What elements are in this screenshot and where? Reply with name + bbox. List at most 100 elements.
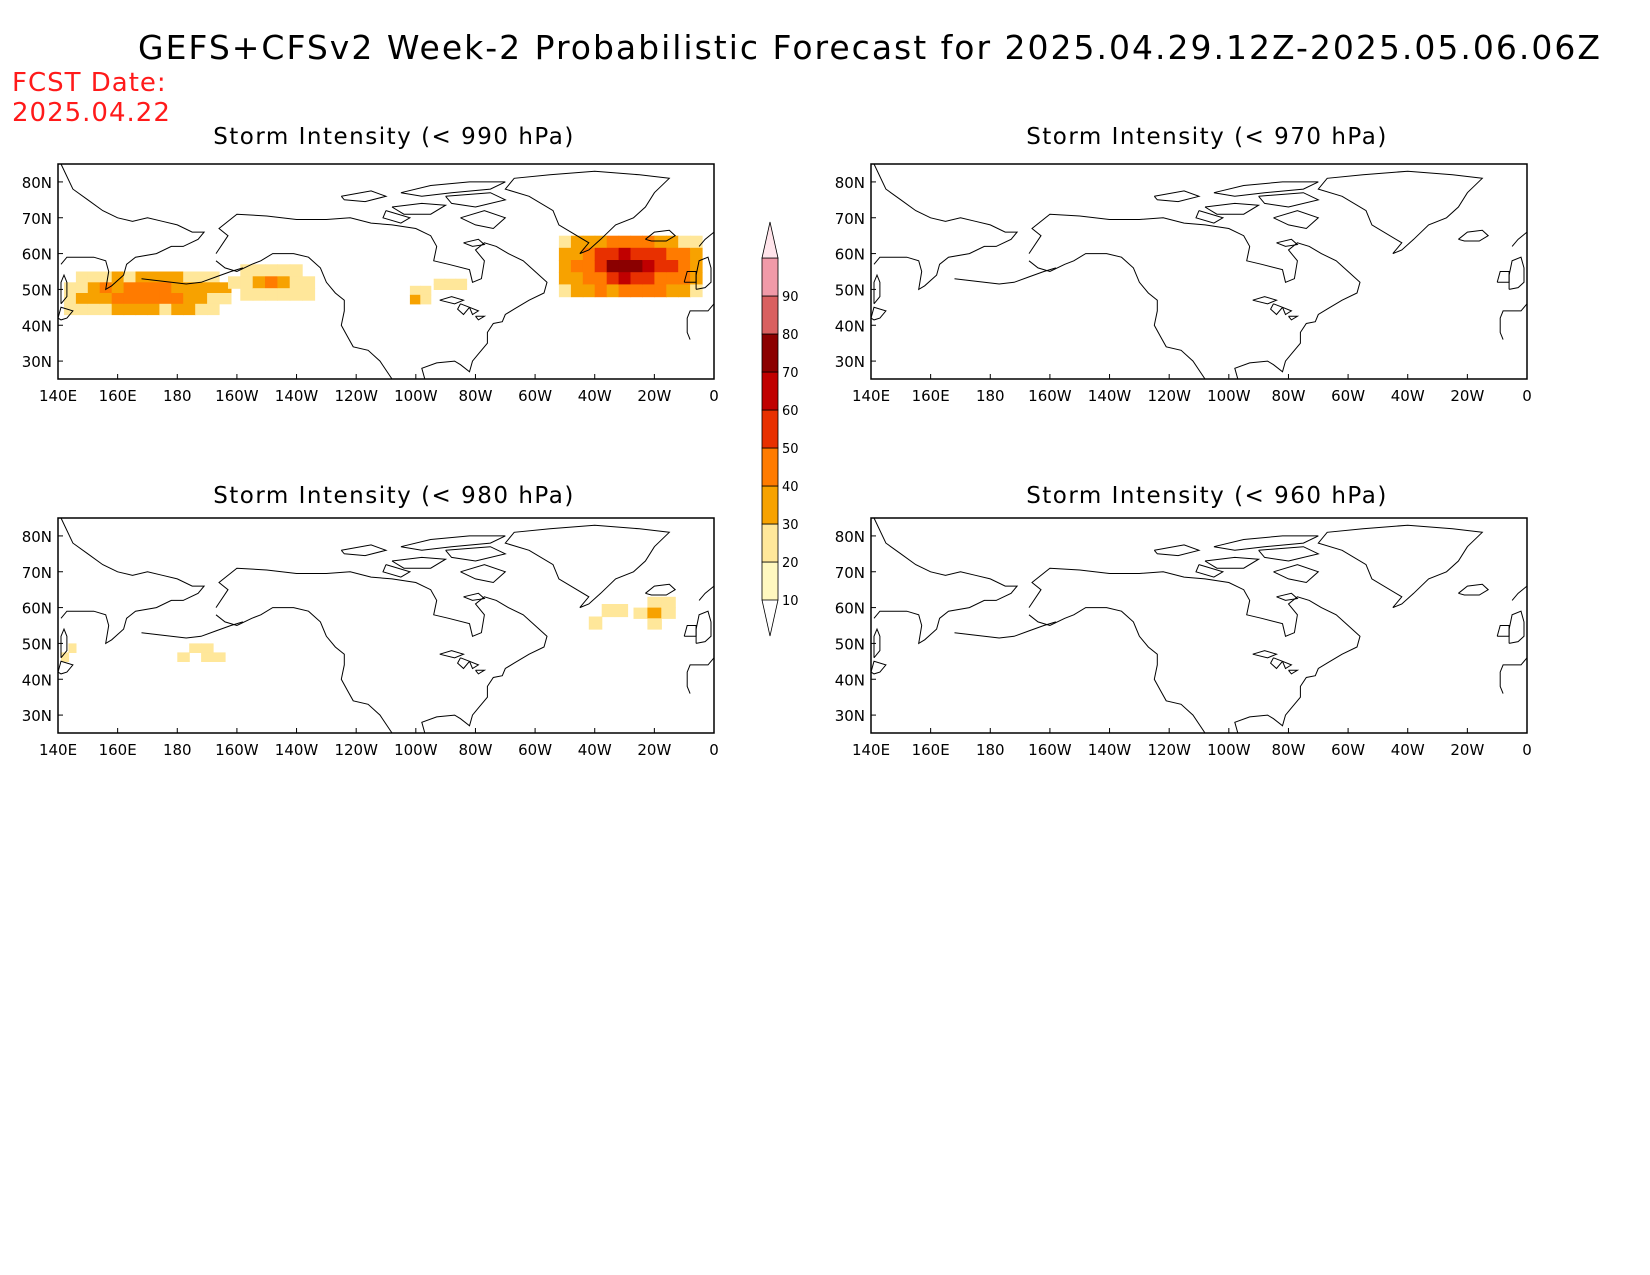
- prob-cell: [171, 303, 184, 316]
- x-tick-label: 160W: [1028, 387, 1072, 405]
- coastline: [1508, 256, 1525, 290]
- prob-cell: [195, 293, 208, 305]
- coastline: [1252, 296, 1279, 305]
- prob-cell: [289, 264, 303, 277]
- coastline: [683, 271, 697, 283]
- x-tick-label: 160W: [215, 387, 259, 405]
- prob-cell: [606, 247, 620, 261]
- prob-cell: [183, 293, 196, 305]
- x-tick-label: 40W: [578, 387, 612, 405]
- coastline: [460, 564, 507, 584]
- colorbar-label: 10: [782, 594, 799, 609]
- y-tick-label: 70N: [22, 564, 52, 582]
- prob-cell: [678, 247, 691, 261]
- coastline: [141, 621, 244, 639]
- coastline: [1496, 271, 1510, 283]
- x-tick-label: 140W: [275, 387, 319, 405]
- prob-cell: [123, 282, 137, 294]
- coastline: [686, 657, 715, 694]
- coastline: [469, 306, 480, 316]
- coastline: [1317, 524, 1484, 609]
- prob-cell: [666, 284, 679, 298]
- prob-cell: [409, 285, 421, 296]
- coastline: [445, 546, 507, 562]
- prob-cell: [618, 247, 632, 261]
- colorbar-segment: [761, 371, 779, 411]
- y-tick-label: 30N: [22, 707, 52, 725]
- x-tick-label: 80W: [1271, 741, 1305, 759]
- x-tick-label: 0: [709, 741, 719, 759]
- coastline: [870, 660, 887, 675]
- prob-cell: [594, 235, 608, 249]
- prob-cell: [289, 288, 303, 301]
- prob-cell: [87, 293, 101, 305]
- prob-cell: [277, 264, 291, 277]
- coastline: [1276, 238, 1299, 247]
- prob-cell: [633, 607, 648, 619]
- prob-cell: [666, 272, 679, 285]
- prob-cell: [171, 282, 184, 294]
- x-tick-label: 100W: [1207, 387, 1251, 405]
- coastline: [1282, 660, 1293, 670]
- coastline: [1499, 303, 1528, 340]
- prob-cell: [654, 235, 667, 249]
- y-tick-label: 70N: [22, 210, 52, 228]
- colorbar-label: 40: [782, 480, 799, 495]
- x-tick-label: 140E: [852, 741, 890, 759]
- prob-cell: [75, 282, 89, 294]
- x-tick-label: 20W: [1450, 741, 1484, 759]
- prob-cell: [135, 282, 148, 294]
- prob-cell: [195, 282, 208, 294]
- prob-cell: [582, 284, 596, 298]
- map-panel-p980: 140E 160E 180 160W 140W 120W 100W 80W 60W 40W 20W 0…: [22, 517, 719, 759]
- x-tick-label: 80W: [458, 387, 492, 405]
- x-tick-label: 100W: [394, 387, 438, 405]
- coastline: [1288, 669, 1300, 675]
- fcst-date-label: FCST Date:: [12, 68, 167, 98]
- prob-cell: [642, 284, 655, 298]
- map-frame: [57, 163, 715, 380]
- y-tick-label: 60N: [835, 600, 865, 618]
- prob-cell: [642, 272, 655, 285]
- prob-cell: [302, 276, 316, 289]
- prob-cell: [99, 293, 113, 305]
- coastline: [1317, 170, 1484, 255]
- prob-cell: [433, 284, 446, 290]
- prob-cell: [159, 293, 172, 305]
- y-tick-label: 80N: [22, 528, 52, 546]
- prob-cell: [606, 235, 620, 249]
- coastline: [1153, 544, 1201, 557]
- x-tick-label: 80W: [458, 741, 492, 759]
- prob-cell: [647, 607, 662, 619]
- coastline: [382, 564, 412, 578]
- x-tick-label: 120W: [334, 741, 378, 759]
- prob-cell: [618, 284, 632, 298]
- coastline: [463, 238, 486, 247]
- coastline: [1258, 192, 1320, 208]
- prob-cell: [594, 272, 608, 285]
- coastline: [1028, 567, 1361, 734]
- y-tick-label: 50N: [835, 281, 865, 299]
- y-tick-label: 60N: [22, 246, 52, 264]
- prob-cell: [630, 247, 643, 261]
- coastline: [60, 273, 68, 305]
- prob-cell: [582, 260, 596, 273]
- prob-cell: [455, 278, 468, 285]
- prob-cell: [111, 303, 125, 316]
- coastline: [698, 585, 715, 601]
- prob-cell: [171, 271, 184, 283]
- coastline: [1195, 210, 1225, 224]
- y-tick-label: 40N: [835, 317, 865, 335]
- x-tick-label: 160E: [99, 741, 137, 759]
- coastline: [475, 315, 487, 321]
- y-tick-label: 40N: [22, 671, 52, 689]
- prob-cell: [195, 271, 208, 283]
- prob-cell: [207, 303, 220, 316]
- coastline: [954, 267, 1057, 285]
- y-tick-label: 80N: [835, 528, 865, 546]
- x-tick-label: 160E: [99, 387, 137, 405]
- prob-cell: [420, 294, 432, 305]
- y-tick-label: 30N: [835, 707, 865, 725]
- prob-cell: [61, 652, 70, 662]
- coastline: [463, 592, 486, 601]
